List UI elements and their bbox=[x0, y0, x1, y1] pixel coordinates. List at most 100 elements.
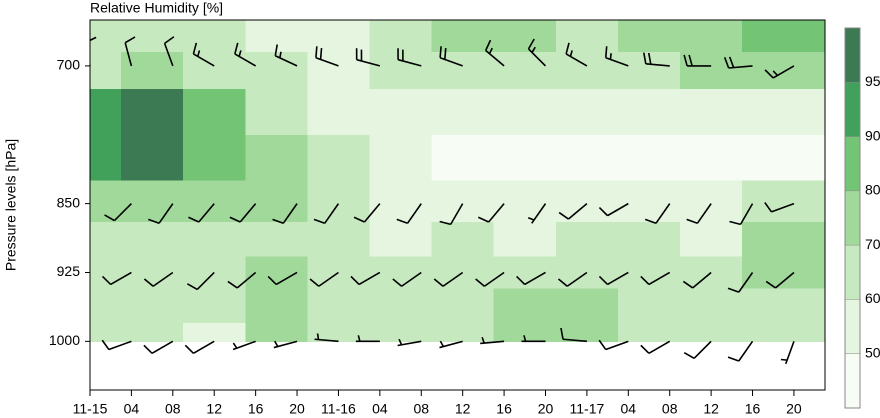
rh-cell bbox=[742, 288, 825, 324]
wind-barb bbox=[234, 42, 257, 67]
rh-cell bbox=[183, 288, 246, 324]
rh-cell bbox=[369, 221, 433, 257]
rh-cell bbox=[617, 221, 681, 257]
colorbar-box bbox=[845, 28, 860, 83]
rh-cell bbox=[245, 52, 308, 90]
rh-cell bbox=[121, 180, 184, 223]
wind-barb bbox=[309, 271, 339, 287]
rh-cell bbox=[121, 52, 184, 90]
y-tick-label: 925 bbox=[57, 263, 81, 279]
wind-barb bbox=[686, 203, 712, 225]
rh-cell bbox=[555, 322, 619, 342]
rh-cell bbox=[307, 180, 371, 223]
x-tick-label: 16 bbox=[496, 401, 512, 417]
rh-cell bbox=[90, 256, 122, 290]
rh-cell bbox=[90, 88, 122, 136]
rh-cell bbox=[90, 221, 122, 257]
rh-cell bbox=[183, 322, 246, 342]
rh-cell bbox=[369, 134, 433, 182]
rh-cell bbox=[183, 180, 246, 223]
colorbar-label: 60 bbox=[865, 290, 880, 306]
rh-cell bbox=[121, 88, 184, 136]
wind-barb bbox=[163, 36, 175, 67]
colorbar-box bbox=[845, 299, 860, 354]
wind-barb bbox=[640, 340, 671, 355]
y-tick-label: 850 bbox=[57, 194, 81, 210]
wind-barb bbox=[101, 271, 132, 286]
wind-barb bbox=[439, 340, 463, 349]
x-tick-label: 16 bbox=[745, 401, 761, 417]
rh-cell bbox=[431, 322, 495, 342]
rh-cell bbox=[680, 88, 743, 136]
wind-barb bbox=[274, 44, 298, 67]
wind-barb bbox=[273, 340, 298, 349]
wind-barb bbox=[397, 338, 422, 347]
wind-barb bbox=[227, 271, 257, 289]
wind-barb bbox=[764, 202, 795, 213]
rh-cell bbox=[680, 256, 743, 290]
y-axis-label: Pressure levels [hPa] bbox=[3, 139, 19, 271]
x-tick-label: 20 bbox=[289, 401, 305, 417]
rh-cell bbox=[121, 288, 184, 324]
wind-barb bbox=[477, 203, 505, 223]
rh-cell bbox=[307, 221, 371, 257]
wind-barb bbox=[682, 271, 712, 289]
rh-cell bbox=[493, 322, 557, 342]
rh-cell bbox=[680, 20, 743, 53]
rh-cell bbox=[493, 52, 557, 90]
rh-cell bbox=[431, 256, 495, 290]
x-tick-label: 20 bbox=[538, 401, 554, 417]
rh-cell bbox=[742, 20, 825, 53]
wind-barb bbox=[598, 271, 629, 286]
wind-barb bbox=[644, 203, 671, 225]
rh-cell bbox=[617, 134, 681, 182]
rh-cell bbox=[431, 20, 495, 53]
colorbar-label: 50 bbox=[865, 344, 880, 360]
rh-cell bbox=[742, 221, 825, 257]
wind-barb bbox=[148, 203, 174, 225]
colorbar-label: 90 bbox=[865, 127, 880, 143]
rh-cell bbox=[121, 221, 184, 257]
wind-barb bbox=[392, 271, 422, 287]
rh-cell bbox=[680, 134, 743, 182]
wind-barb bbox=[90, 36, 97, 66]
rh-cell bbox=[369, 180, 433, 223]
wind-barb bbox=[764, 65, 795, 79]
rh-cell bbox=[617, 288, 681, 324]
rh-cell bbox=[245, 288, 308, 324]
x-tick-label: 04 bbox=[372, 401, 388, 417]
rh-cell bbox=[307, 88, 371, 136]
rh-cell bbox=[680, 322, 743, 342]
rh-cell bbox=[742, 134, 825, 182]
plot-frame bbox=[89, 19, 826, 391]
rh-cell bbox=[245, 322, 308, 342]
x-tick-label: 11-16 bbox=[321, 401, 356, 417]
wind-barb bbox=[229, 203, 257, 223]
x-tick-label: 12 bbox=[455, 401, 471, 417]
rh-cell bbox=[121, 134, 184, 182]
wind-barb bbox=[101, 339, 132, 351]
colorbar-box bbox=[845, 245, 860, 300]
wind-barb bbox=[272, 203, 298, 225]
rh-cell bbox=[493, 134, 557, 182]
x-tick-label: 04 bbox=[621, 401, 637, 417]
rh-cell bbox=[307, 322, 371, 342]
rh-cell bbox=[245, 180, 308, 223]
rh-cell bbox=[245, 221, 308, 257]
plot-area bbox=[90, 20, 825, 365]
wind-barb bbox=[560, 327, 587, 343]
x-tick-label: 11-17 bbox=[570, 401, 605, 417]
rh-cell bbox=[121, 322, 184, 342]
wind-barb bbox=[723, 56, 753, 69]
rh-cell bbox=[90, 52, 122, 90]
x-tick-label: 16 bbox=[248, 401, 264, 417]
colorbar-box bbox=[845, 82, 860, 137]
rh-cell bbox=[617, 322, 681, 342]
rh-cell bbox=[742, 256, 825, 290]
rh-cell bbox=[307, 20, 371, 53]
wind-barb bbox=[143, 271, 174, 287]
wind-barb bbox=[439, 46, 463, 67]
rh-cell bbox=[369, 88, 433, 136]
rh-cell bbox=[431, 180, 495, 223]
